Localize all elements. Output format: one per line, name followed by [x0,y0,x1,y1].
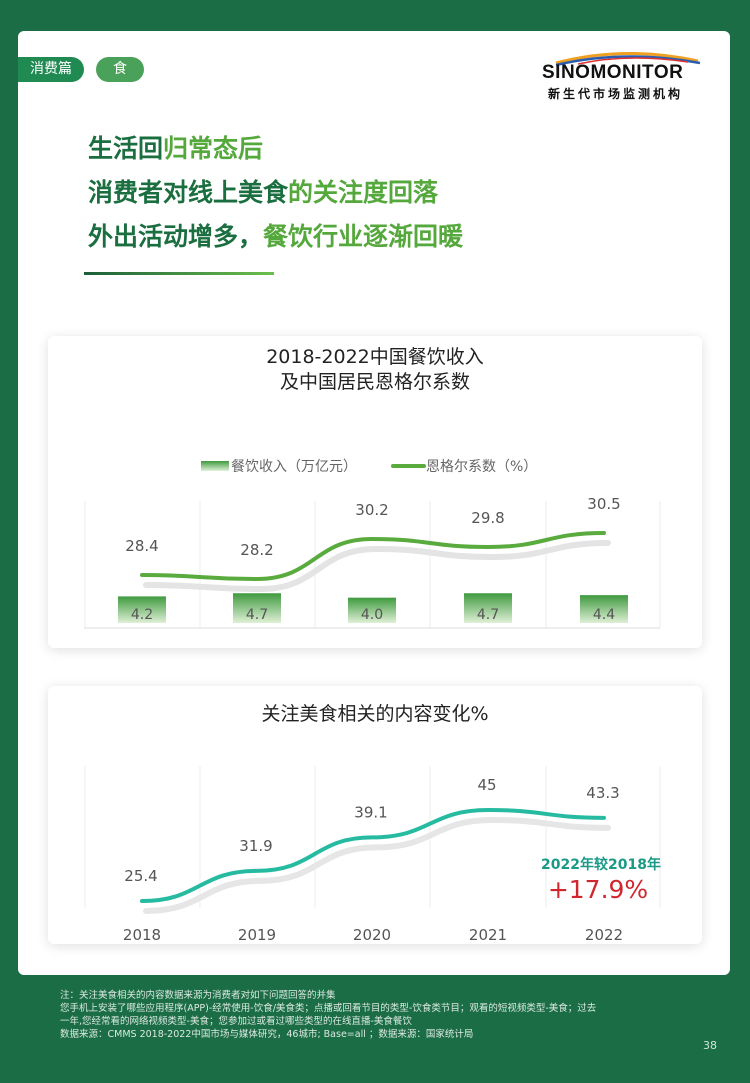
food-content-attention-chart-card: 关注美食相关的内容变化% 25.4 31.9 39.1 45 43.3 2022年较201… [48,686,702,944]
x-tick-2019: 2019 [238,647,276,648]
x-tick-2020: 2020 [353,926,391,944]
line-label-2021: 45 [477,776,496,794]
chart2-title: 关注美食相关的内容变化% [261,703,489,725]
x-tick-2021: 2021 [469,926,507,944]
footer-notes: 注：关注美食相关的内容数据来源为消费者对如下问题回答的并集 您手机上安装了哪些应… [60,989,710,1041]
x-tick-2022: 2022 [585,926,623,944]
bar-2019 [233,593,281,623]
x-tick-2021: 2021 [469,647,507,648]
logo-name: SINOMONITOR [542,62,684,83]
line-label-2020: 39.1 [354,803,387,821]
comparison-label: 2022年较2018年 [541,856,661,873]
line-label-2022: 43.3 [586,784,619,802]
x-tick-2020: 2020 [353,647,391,648]
headline-line-2: 消费者对线上美食的关注度回落 [88,178,439,207]
logo-subtitle: 新生代市场监测机构 [548,87,684,101]
chart1-title-line-2: 及中国居民恩格尔系数 [279,371,470,393]
sinomonitor-logo: SINOMONITOR 新生代市场监测机构 [538,47,710,107]
line-label-2020: 30.2 [355,501,388,519]
legend-line-label: 恩格尔系数（%） [426,459,537,475]
headline-line-3: 外出活动增多，餐饮行业逐渐回暖 [88,222,464,251]
line-shadow [143,816,611,914]
line-label-2019: 31.9 [239,837,272,855]
comparison-value: +17.9% [548,875,648,904]
chart2-svg: 25.4 31.9 39.1 45 43.3 2022年较2018年 +17.9% 2018 2… [84,766,661,944]
line-label-2018: 25.4 [124,867,157,885]
footer-note-3: 一年,您经常看的网络视频类型-美食；您参加过或看过哪些类型的在线直播-美食餐饮 [60,1016,412,1027]
legend-bar-swatch [201,461,229,471]
footer-note-1: 注：关注美食相关的内容数据来源为消费者对如下问题回答的并集 [60,990,336,1001]
x-tick-2022: 2022 [585,647,623,648]
attention-series-line [140,807,606,903]
engel-series-line [140,531,606,582]
headline-line-1: 生活回归常态后 [88,134,264,163]
line-shadow [143,540,611,593]
bar-label-2019: 4.7 [246,607,268,623]
x-tick-2018: 2018 [123,926,161,944]
bar-2020 [348,597,396,623]
headline-divider [84,272,274,275]
x-tick-2019: 2019 [238,926,276,944]
line-label-2021: 29.8 [471,509,504,527]
logo-arc-icon [555,51,701,67]
footer-source: 数据来源：CMMS 2018-2022中国市场与媒体研究，46城市; Base=… [60,1029,474,1040]
line-label-2022: 30.5 [587,495,620,513]
legend-bar-label: 餐饮收入（万亿元） [231,459,357,475]
page-number: 38 [703,1039,717,1052]
bar-label-2018: 4.2 [131,607,153,623]
section-tag-consume: 消费篇 [18,57,84,82]
bar-label-2022: 4.4 [593,607,615,623]
bar-label-2021: 4.7 [477,607,499,623]
line-label-2019: 28.2 [240,541,273,559]
line-label-2018: 28.4 [125,537,158,555]
section-tag-food: 食 [96,57,144,82]
x-tick-2018: 2018 [123,647,161,648]
bar-label-2020: 4.0 [361,607,383,623]
footer-note-2: 您手机上安装了哪些应用程序(APP)-经常使用-饮食/美食类；点播或回看节目的类… [60,1003,597,1014]
bar-2021 [464,593,512,623]
bar-2022 [580,595,628,623]
chart1-svg: 餐饮收入（万亿元） 恩格尔系数（%） 4.2 4.7 4.0 4.7 4.4 28.4 28.2… [84,459,661,648]
bar-2018 [118,596,166,623]
chart1-title-line-1: 2018-2022中国餐饮收入 [266,346,484,368]
headline: 生活回归常态后 消费者对线上美食的关注度回落 外出活动增多，餐饮行业逐渐回暖 [88,127,463,259]
report-page: 消费篇 食 SINOMONITOR 新生代市场监测机构 生活回归常态后 消费者对… [18,31,730,975]
dining-revenue-engel-chart-card: 2018-2022中国餐饮收入 及中国居民恩格尔系数 餐饮收入（万亿元） 恩格尔系… [48,336,702,648]
